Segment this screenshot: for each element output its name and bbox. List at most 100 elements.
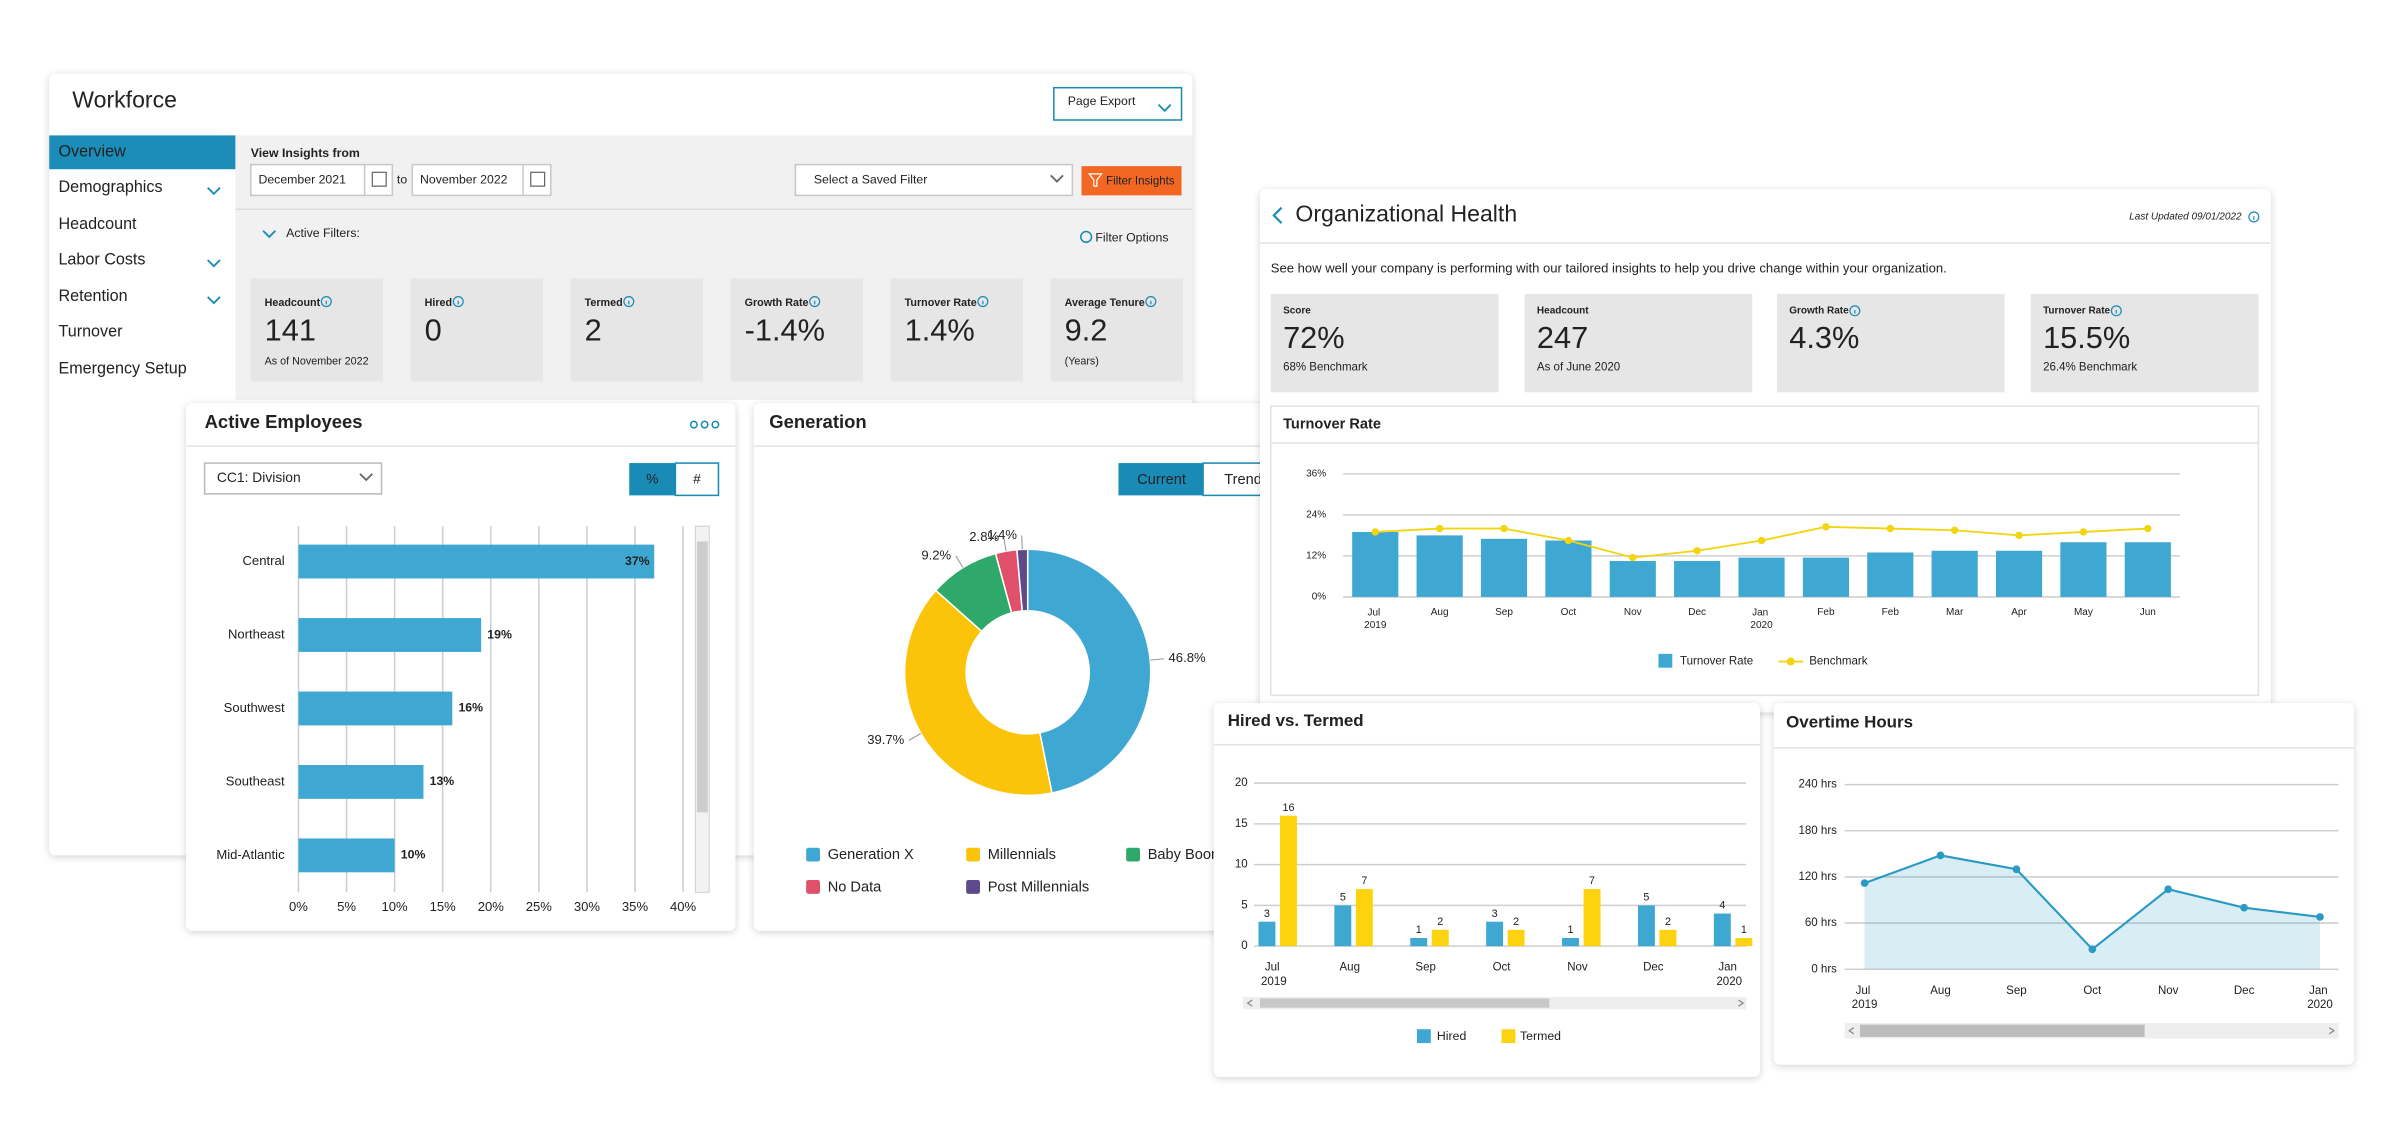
legend-label: Turnover Rate [1680,656,1753,668]
chevron-icon [207,259,221,268]
donut-slice [1016,548,1029,612]
data-label: 5 [1340,892,1346,904]
info-icon [809,296,821,308]
line-point [2012,865,2021,874]
kpi-label: Turnover Rate [2043,305,2110,316]
bar [1713,913,1731,947]
legend-label: Post Millennials [988,880,1090,896]
line-point [2164,885,2173,894]
bar [1562,938,1579,947]
filter-options-link[interactable]: Filter Options [1095,231,1168,245]
info-icon [320,296,332,308]
line-point [1564,536,1573,545]
x-tick-label: Oct [2083,985,2102,997]
toggle-off[interactable] [674,462,720,497]
data-label: 46.8% [1169,650,1206,665]
funnel-icon [1088,173,1103,187]
scroll-arrow [2328,1027,2335,1035]
toggle-on[interactable] [629,463,676,496]
kpi-card [570,278,704,382]
line-point [2144,524,2152,533]
filter-insights-button[interactable] [1081,166,1182,196]
x-tick-label: Nov [2158,985,2179,997]
filter-heading: View Insights from [251,146,360,160]
bar [1352,531,1399,597]
bar [1802,557,1849,597]
y-tick-label: 10 [1235,859,1248,871]
x-tick-label: Jul 2019 [1261,962,1287,988]
legend-swatch [1786,657,1795,666]
scrollbar-thumb [1260,998,1550,1008]
y-tick-label: 240 hrs [1799,779,1838,791]
nav-item[interactable]: Turnover [58,323,123,341]
kpi-note: As of November 2022 [265,355,369,367]
panel-title: Active Employees [205,411,363,432]
kpi-label: Score [1283,305,1311,316]
line-point [2316,913,2324,921]
page-export-button[interactable] [1053,86,1183,121]
nav-item[interactable]: Labor Costs [58,250,145,268]
bar [1637,905,1655,947]
date-input[interactable] [250,163,394,197]
kpi-label: Turnover Rate [905,297,977,309]
bar [1735,938,1753,947]
data-label: 2 [1665,916,1671,928]
info-icon [1849,305,1861,317]
dropdown[interactable] [203,462,383,495]
data-label: 1.4% [987,527,1017,542]
chevron-icon [359,473,373,482]
nav-item[interactable]: Headcount [58,215,137,233]
toggle-label: % [646,471,658,487]
legend-swatch [966,880,980,894]
kpi-card [250,278,384,382]
date-input[interactable] [411,163,552,197]
scroll-arrow [1848,1027,1855,1035]
kpi-card [890,278,1024,382]
scroll-arrow [1738,999,1745,1007]
info-icon [2110,305,2122,317]
calendar-icon [371,171,387,187]
description: See how well your company is performing … [1271,261,1947,276]
kpi-value: -1.4% [745,312,825,347]
x-tick-label: Aug [1339,962,1360,974]
x-tick-label: 5% [337,899,356,914]
nav-item[interactable]: Overview [58,143,126,161]
x-tick-label: Sep [1495,607,1513,618]
bar [1659,929,1677,947]
data-label: 2 [1437,916,1443,928]
info-icon [452,296,464,308]
date-value: November 2022 [420,172,508,186]
x-tick-label: Sep [2006,985,2026,997]
bar [1480,538,1528,597]
chevron-icon [1050,174,1064,183]
info-icon [1145,296,1157,308]
bar [298,765,424,799]
x-tick-label: 40% [670,899,697,914]
nav-item[interactable]: Retention [58,287,127,305]
legend-label: Termed [1520,1029,1561,1043]
info-icon [977,296,989,308]
x-tick-label: Aug [1930,985,1950,997]
back-icon[interactable] [1272,206,1283,224]
toggle-label: Trend [1224,472,1262,488]
panel [753,403,1293,931]
panel-title: Generation [769,411,866,432]
x-tick-label: Jul 2019 [1852,985,1878,1011]
x-tick-label: Aug [1431,607,1449,618]
toggle-on[interactable] [1118,463,1204,496]
x-tick-label: Oct [1493,962,1512,974]
legend-swatch [806,847,820,862]
kpi-label: Hired [425,297,452,309]
data-label: 3 [1264,908,1270,920]
line-point [1693,547,1701,555]
nav-item[interactable]: Emergency Setup [58,359,186,377]
data-label: 5 [1643,892,1649,904]
button-label: Filter Insights [1106,176,1175,188]
saved-filter-select[interactable] [794,163,1074,197]
y-tick-label: 0 [1241,940,1247,952]
last-updated: Last Updated 09/01/2022 [2129,212,2242,223]
panel [1213,703,1760,1077]
nav-item[interactable]: Demographics [58,178,162,196]
menu-dot [711,420,720,429]
